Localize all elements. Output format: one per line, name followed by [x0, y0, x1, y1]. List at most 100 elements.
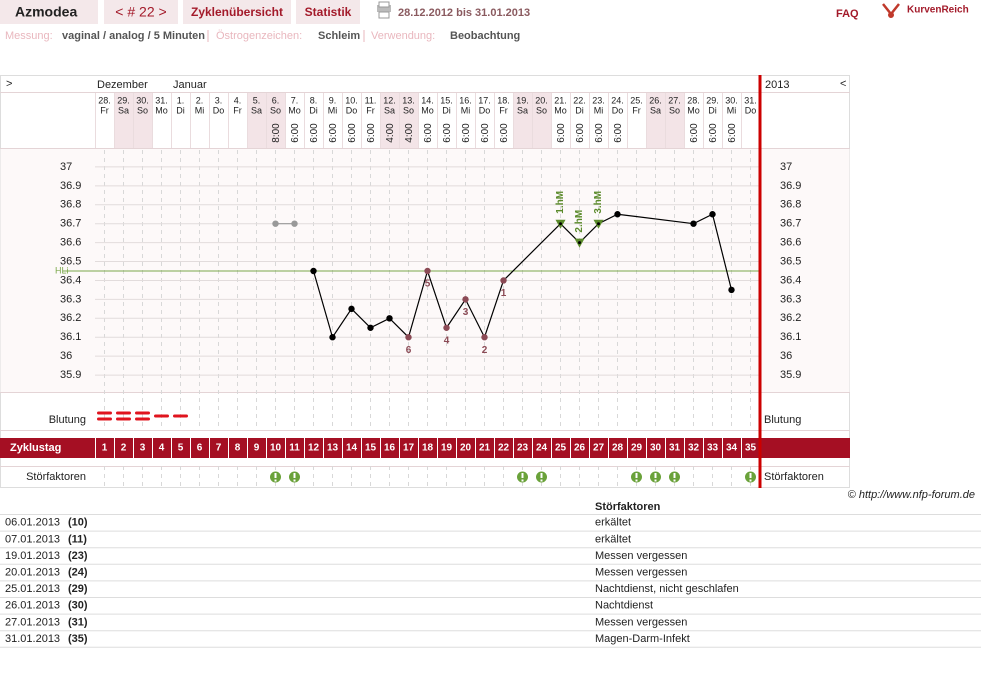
weekday-label: Sa — [251, 105, 262, 115]
nav-cell[interactable] — [104, 0, 178, 24]
y-tick-label: 36.3 — [60, 293, 81, 305]
time-label: 8:00 — [271, 123, 282, 143]
y-tick-label: 36.2 — [60, 312, 81, 324]
date-label: 21. — [554, 95, 567, 105]
title-cell — [0, 0, 98, 24]
cycle-day: 22 — [498, 443, 510, 454]
date-label: 11. — [365, 95, 377, 105]
cell-date: 25.01.2013 — [5, 583, 60, 595]
cycle-day: 19 — [441, 443, 453, 454]
cell-date: 26.01.2013 — [5, 600, 60, 612]
cycle-day: 29 — [631, 443, 643, 454]
weekday-label: So — [403, 105, 414, 115]
bleeding-mark — [135, 411, 150, 421]
cycle-day: 8 — [235, 443, 241, 454]
date-label: 9. — [329, 95, 337, 105]
brand[interactable]: KurvenReich — [907, 5, 969, 16]
date-label: 29. — [117, 95, 130, 105]
weekend-shade — [266, 93, 285, 148]
faq-link[interactable]: FAQ — [836, 8, 859, 20]
time-label: 6:00 — [499, 123, 510, 143]
tab-cell[interactable] — [183, 0, 291, 24]
cycle-day: 34 — [726, 443, 738, 454]
peak-label: 2.hM — [574, 210, 585, 233]
cell-cycle-day: (10) — [68, 517, 88, 529]
icon-stroke — [521, 473, 524, 478]
cycle-day-band — [0, 438, 850, 458]
month-label: Januar — [173, 79, 207, 91]
weekday-label: So — [137, 105, 148, 115]
cycle-day: 9 — [254, 443, 260, 454]
date-label: 29. — [706, 95, 719, 105]
disturbance-icon — [650, 471, 661, 483]
date-label: 10. — [345, 95, 358, 105]
nav-next[interactable]: < — [840, 78, 846, 90]
date-label: 12. — [383, 95, 396, 105]
cell-date: 31.01.2013 — [5, 633, 60, 645]
cell-cycle-day: (35) — [68, 633, 88, 645]
weekday-label: So — [270, 105, 281, 115]
time-label: 6:00 — [613, 123, 624, 143]
date-label: 3. — [215, 95, 223, 105]
date-label: 24. — [611, 95, 624, 105]
point-label: 5 — [425, 279, 431, 290]
weekend-shade — [513, 93, 532, 148]
cycle-day: 25 — [555, 443, 567, 454]
y-tick-label: 36.2 — [780, 312, 801, 324]
nav-prev[interactable]: > — [6, 78, 12, 90]
weekday-label: Mo — [687, 105, 700, 115]
tab[interactable]: Statistik — [305, 5, 352, 19]
date-label: 22. — [573, 95, 586, 105]
weekday-label: So — [669, 105, 680, 115]
temperature-point — [614, 211, 621, 218]
date-label: 30. — [136, 95, 149, 105]
weekday-label: Mo — [288, 105, 301, 115]
date-label: 5. — [253, 95, 261, 105]
temperature-point — [500, 277, 507, 284]
cycle-nav[interactable]: < # 22 > — [115, 4, 166, 20]
cell-cycle-day: (23) — [68, 550, 88, 562]
cell-reason: Nachtdienst, nicht geschlafen — [595, 583, 739, 595]
icon-dot — [293, 479, 296, 482]
print-icon[interactable] — [377, 1, 391, 19]
icon-stroke — [540, 473, 543, 478]
weekday-label: Di — [575, 105, 584, 115]
page-title: Azmodea — [15, 4, 77, 20]
period: 28.12.2012 bis 31.01.2013 — [398, 7, 530, 19]
peak-dot — [578, 241, 581, 245]
cycle-day: 6 — [197, 443, 203, 454]
date-label: 4. — [234, 95, 242, 105]
cell-reason: Messen vergessen — [595, 550, 687, 562]
tab[interactable]: Zyklenübersicht — [191, 5, 283, 19]
weekday-label: Do — [745, 105, 757, 115]
date-label: 25. — [630, 95, 643, 105]
y-tick-label: 36.9 — [60, 180, 81, 192]
y-tick-label: 36.9 — [780, 180, 801, 192]
y-tick-label: 36.8 — [780, 199, 801, 211]
point-label: 3 — [463, 307, 469, 318]
cycle-day: 12 — [308, 443, 320, 454]
y-tick-label: 37 — [60, 161, 72, 173]
disturbance-icon — [745, 471, 756, 483]
setting-value: vaginal / analog / 5 Minuten — [62, 30, 205, 42]
cell-cycle-day: (31) — [68, 616, 88, 628]
y-tick-label: 36.3 — [780, 293, 801, 305]
point-label: 4 — [444, 335, 450, 346]
date-label: 28. — [98, 95, 111, 105]
time-label: 6:00 — [366, 123, 377, 143]
point-label: 6 — [406, 345, 412, 356]
weekday-label: Mi — [461, 105, 471, 115]
cycle-day: 32 — [688, 443, 700, 454]
cell-date: 06.01.2013 — [5, 517, 60, 529]
date-label: 17. — [478, 95, 491, 105]
cycle-day: 4 — [159, 443, 165, 454]
time-label: 6:00 — [727, 123, 738, 143]
y-tick-label: 35.9 — [780, 369, 801, 381]
tab-cell[interactable] — [296, 0, 360, 24]
icon-stroke — [673, 473, 676, 478]
weekday-label: Fr — [366, 105, 375, 115]
temperature-point — [462, 296, 469, 303]
coverline-label: HLi — [55, 265, 69, 275]
weekday-label: Do — [346, 105, 358, 115]
